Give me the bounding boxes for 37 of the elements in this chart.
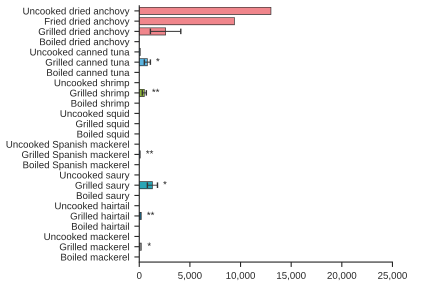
y-tick-label: Uncooked saury — [60, 171, 130, 180]
y-tick-label: Grilled dried anchovy — [38, 28, 130, 37]
y-tick-label: Uncooked Spanish mackerel — [6, 140, 129, 150]
y-tick-label: Grilled shrimp — [70, 89, 130, 98]
y-tick-label: Grilled mackerel — [60, 243, 129, 250]
x-tick-label: 10,000 — [226, 272, 256, 280]
y-tick-label: Uncooked hairtail — [55, 202, 129, 210]
x-tick-label: 20,000 — [327, 272, 356, 280]
y-tick-label: Boiled canned tuna — [47, 68, 130, 76]
y-tick-label: Grilled canned tuna — [46, 58, 130, 66]
annotation: * — [156, 58, 160, 62]
y-tick-label: Grilled squid — [76, 120, 129, 130]
y-tick-label: Boiled squid — [77, 130, 129, 140]
y-tick-label: Uncooked dried anchovy — [23, 7, 130, 16]
x-tick-label: 25,000 — [378, 272, 407, 280]
y-tick-label: Boiled shrimp — [71, 100, 130, 109]
y-tick-label: Boiled mackerel — [61, 253, 129, 261]
y-tick-label: Uncooked shrimp — [54, 79, 130, 88]
y-tick-label: Boiled saury — [76, 192, 130, 201]
annotation: ** — [146, 150, 154, 154]
annotation: ** — [147, 212, 154, 216]
y-tick-label: Grilled Spanish mackerel — [22, 150, 129, 160]
annotation: * — [163, 181, 167, 184]
annotation: * — [148, 242, 151, 246]
y-tick-label: Grilled hairtail — [70, 212, 129, 220]
annotation: ** — [152, 88, 160, 92]
y-tick-label: Boiled hairtail — [72, 222, 129, 230]
y-tick-label: Uncooked squid — [60, 110, 129, 119]
y-tick-label: Uncooked canned tuna — [30, 48, 130, 56]
x-tick-label: 15,000 — [277, 272, 306, 280]
y-tick-label: Fried dried anchovy — [44, 18, 130, 27]
y-tick-label: Grilled saury — [75, 182, 130, 191]
y-tick-label: Uncooked mackerel — [44, 232, 129, 240]
x-tick-label: 5,000 — [178, 272, 202, 280]
x-tick-label: 0 — [136, 272, 142, 279]
y-tick-label: Boiled Spanish mackerel — [23, 161, 129, 170]
y-tick-label: Boiled dried anchovy — [40, 38, 130, 48]
